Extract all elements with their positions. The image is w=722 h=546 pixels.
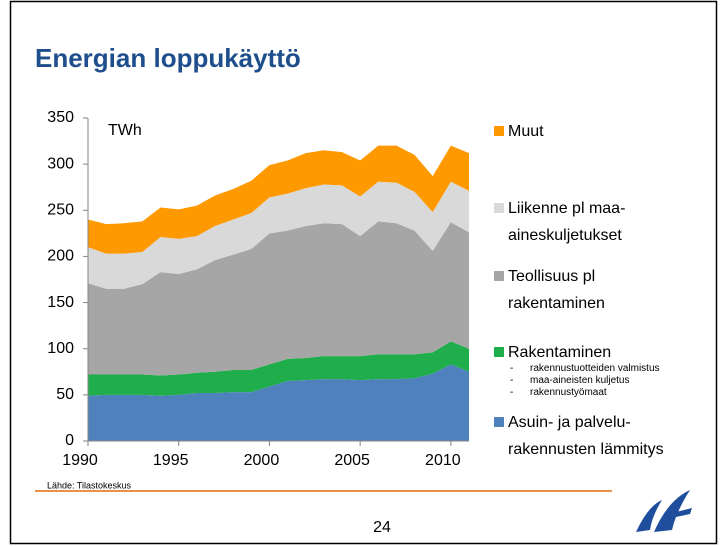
x-tick-label: 1995 (153, 452, 189, 469)
source: Lähde: Tilastokeskus (47, 480, 132, 490)
area (88, 145, 469, 254)
logo (636, 490, 692, 532)
legend-swatch (494, 203, 504, 213)
unit-label: TWh (108, 122, 142, 139)
x-tick-label: 2000 (244, 452, 280, 469)
slide-frame (9, 0, 718, 545)
legend-swatch (494, 417, 504, 427)
legend-swatch (494, 126, 504, 136)
y-tick-label: 150 (47, 294, 74, 311)
note-dash: - (510, 375, 514, 386)
y-tick-label: 50 (56, 386, 74, 403)
page-number: 24 (373, 519, 391, 536)
y-tick-label: 100 (47, 340, 74, 357)
legend-label: Rakentaminen (508, 344, 612, 361)
legend-note: rakennustuotteiden valmistus (530, 363, 660, 374)
y-tick-label: 250 (47, 202, 74, 219)
area (88, 181, 469, 289)
x-tick-label: 1990 (62, 452, 98, 469)
legend-label: Liikenne pl maa- aineskuljetukset (508, 200, 626, 244)
area (88, 341, 469, 396)
legend-note: maa-aineisten kuljetus (530, 375, 630, 386)
y-tick-label: 350 (47, 109, 74, 126)
area (88, 221, 469, 376)
y-tick-label: 200 (47, 248, 74, 265)
x-tick-label: 2010 (425, 452, 461, 469)
chart-title: Energian loppukäyttö (35, 43, 301, 73)
x-tick-label: 2005 (334, 452, 370, 469)
legend-label: Asuin- ja palvelu- rakennusten lämmitys (508, 414, 664, 458)
y-tick-label: 300 (47, 155, 74, 172)
legend-swatch (494, 271, 504, 281)
area (88, 364, 469, 441)
y-tick-label: 0 (65, 432, 74, 449)
legend-label: Muut (508, 123, 544, 140)
legend-note: rakennustyömaat (530, 387, 607, 398)
note-dash: - (510, 363, 514, 374)
note-dash: - (510, 387, 514, 398)
legend-label: Teollisuus pl rakentaminen (508, 268, 605, 312)
legend-swatch (494, 347, 504, 357)
